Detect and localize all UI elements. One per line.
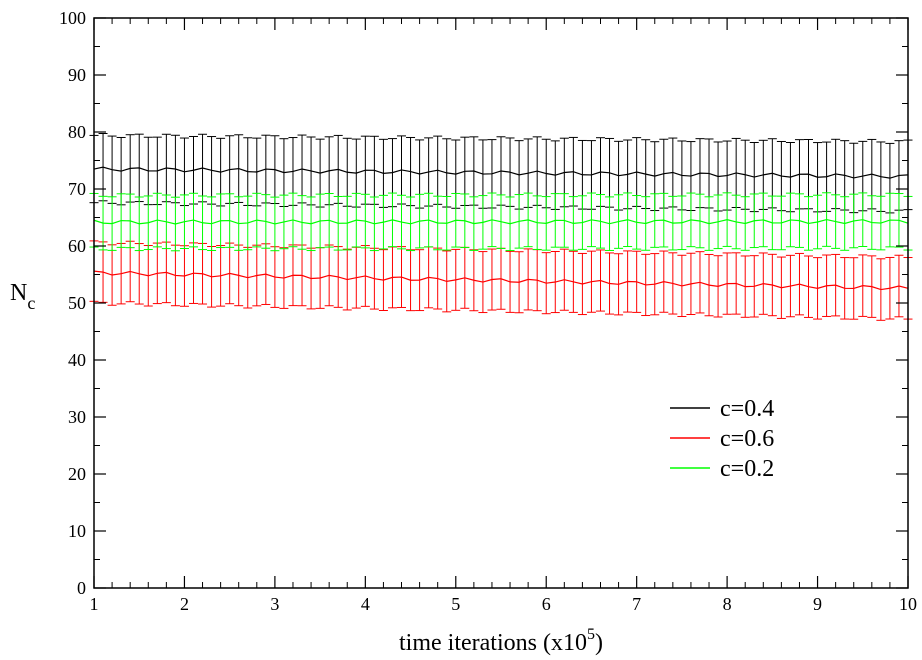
y-tick-label: 30 xyxy=(68,407,86,427)
y-tick-label: 100 xyxy=(59,8,86,28)
x-axis-title-main: time iterations (x10 xyxy=(399,630,587,656)
y-tick-label: 80 xyxy=(68,122,86,142)
legend-label: c=0.2 xyxy=(720,456,774,482)
series-line xyxy=(93,166,909,179)
legend-item-c=0.2: c=0.2 xyxy=(670,456,774,482)
x-tick-label: 2 xyxy=(180,594,189,614)
x-tick-label: 5 xyxy=(451,594,460,614)
y-axis-title: Nc xyxy=(10,280,35,313)
legend: c=0.4 c=0.6 c=0.2 xyxy=(670,396,774,482)
y-tick-label: 40 xyxy=(68,350,86,370)
x-tick-label: 7 xyxy=(632,594,641,614)
x-axis-title-sup: 5 xyxy=(587,626,595,643)
legend-item-c=0.6: c=0.6 xyxy=(670,426,774,452)
x-tick-label: 8 xyxy=(723,594,732,614)
y-tick-label: 60 xyxy=(68,236,86,256)
y-axis-title-sub: c xyxy=(27,293,35,313)
series-c=0.2 xyxy=(89,192,913,252)
series-line xyxy=(93,218,909,225)
y-tick-label: 10 xyxy=(68,521,86,541)
legend-item-c=0.4: c=0.4 xyxy=(670,396,774,422)
x-tick-label: 3 xyxy=(270,594,279,614)
x-tick-label: 10 xyxy=(899,594,917,614)
y-axis-title-main: N xyxy=(10,280,27,306)
series-c=0.6 xyxy=(89,240,913,321)
x-axis-title-close: ) xyxy=(595,630,603,656)
y-tick-label: 0 xyxy=(77,578,86,598)
x-tick-label: 1 xyxy=(90,594,99,614)
y-tick-label: 90 xyxy=(68,65,86,85)
x-axis-title: time iterations (x105) xyxy=(399,626,603,656)
legend-label: c=0.6 xyxy=(720,426,774,452)
x-tick-label: 9 xyxy=(813,594,822,614)
plot-data xyxy=(89,133,913,321)
legend-label: c=0.4 xyxy=(720,396,774,422)
series-c=0.4 xyxy=(89,133,913,214)
y-tick-label: 70 xyxy=(68,179,86,199)
x-tick-label: 6 xyxy=(542,594,551,614)
x-tick-label: 4 xyxy=(361,594,370,614)
series-line xyxy=(93,270,909,291)
y-tick-label: 50 xyxy=(68,293,86,313)
y-tick-label: 20 xyxy=(68,464,86,484)
